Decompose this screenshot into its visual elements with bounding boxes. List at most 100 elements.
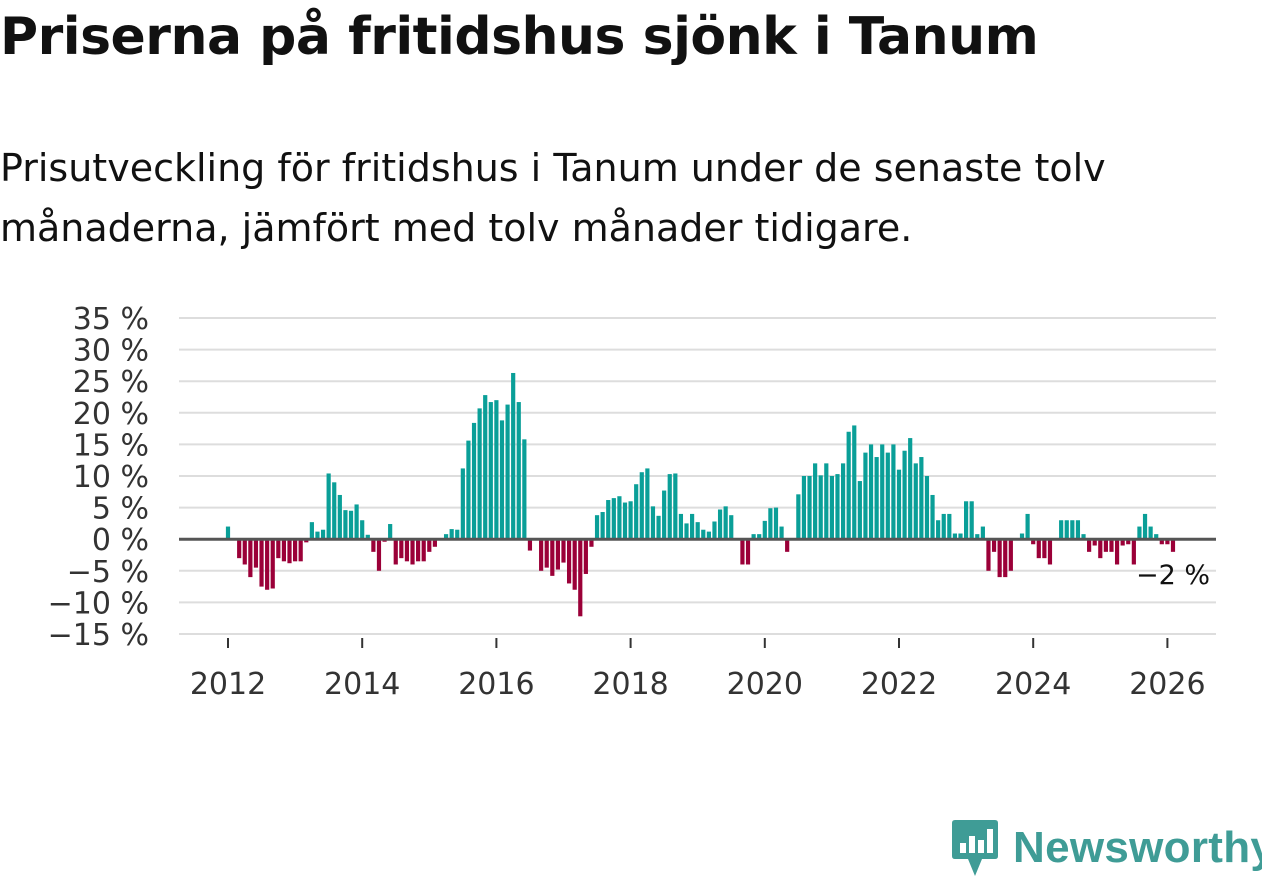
- bar: [421, 539, 426, 562]
- x-tick-label: 2024: [995, 667, 1071, 702]
- newsworthy-logo: Newsworthy: [951, 818, 1262, 878]
- bar: [964, 501, 969, 540]
- bar: [527, 539, 533, 551]
- bar: [701, 529, 706, 540]
- bar: [332, 482, 337, 540]
- y-tick-label: 30 %: [73, 334, 149, 369]
- bar: [846, 431, 851, 540]
- bar: [723, 506, 728, 540]
- bar: [840, 463, 846, 540]
- y-tick-label: 35 %: [73, 302, 149, 337]
- x-tick-label: 2016: [458, 667, 534, 702]
- bar: [1025, 513, 1030, 540]
- bar: [315, 531, 320, 540]
- bar: [1131, 539, 1136, 565]
- bar: [455, 529, 460, 540]
- bar: [276, 539, 281, 559]
- bar: [404, 539, 410, 562]
- bar: [656, 515, 661, 540]
- gridlines: [179, 317, 1216, 635]
- y-tick-label: 0 %: [92, 523, 149, 558]
- bar: [891, 444, 896, 540]
- bar: [572, 539, 577, 590]
- bar: [477, 408, 482, 540]
- bar: [785, 539, 790, 552]
- bar: [650, 506, 656, 540]
- bar: [1114, 539, 1120, 565]
- bar: [293, 539, 298, 562]
- bar: [896, 469, 902, 540]
- bar: [544, 539, 549, 568]
- bar: [550, 539, 555, 576]
- bar: [751, 534, 756, 540]
- bar: [432, 539, 437, 547]
- bar: [975, 534, 980, 540]
- bar: [924, 476, 930, 540]
- y-tick-label: 10 %: [73, 460, 149, 495]
- bar: [617, 496, 622, 540]
- bar: [913, 463, 918, 540]
- bar: [1087, 539, 1092, 552]
- bar: [1036, 539, 1041, 559]
- bar: [1031, 539, 1036, 545]
- bar: [874, 457, 879, 540]
- bar: [1042, 539, 1047, 559]
- bar: [1003, 539, 1008, 578]
- bar: [494, 400, 499, 540]
- x-tick-label: 2018: [592, 667, 668, 702]
- bar: [1148, 526, 1153, 540]
- x-tick-label: 2026: [1129, 667, 1205, 702]
- bar: [639, 472, 644, 540]
- x-tick-label: 2020: [727, 667, 803, 702]
- bar: [852, 425, 857, 540]
- bar: [539, 539, 544, 571]
- newsworthy-logo-icon: [952, 820, 998, 876]
- bar: [578, 539, 583, 617]
- bar: [880, 444, 885, 540]
- bar: [740, 539, 745, 565]
- bar: [947, 513, 952, 540]
- y-tick-label: −15 %: [48, 618, 149, 653]
- bar-series: [225, 372, 1176, 617]
- bar: [997, 539, 1002, 578]
- bar: [1103, 539, 1108, 552]
- bar: [1019, 533, 1025, 540]
- bar: [622, 502, 628, 540]
- bar: [566, 539, 572, 584]
- x-axis: 2012 2014 2016 2018 2020 2022 2024 2026: [190, 638, 1206, 702]
- bar: [488, 402, 493, 540]
- bar: [298, 539, 303, 562]
- bar: [695, 522, 700, 540]
- bar: [1092, 539, 1097, 546]
- bar: [1098, 539, 1103, 559]
- bar: [309, 522, 314, 540]
- bar: [986, 539, 991, 571]
- bar: [678, 513, 684, 540]
- bar: [326, 473, 331, 540]
- bar: [399, 539, 404, 559]
- y-axis: −15 %−10 %−5 %0 %5 %10 %15 %20 %25 %30 %…: [48, 302, 149, 653]
- bar: [902, 450, 907, 540]
- bar: [1165, 539, 1170, 545]
- bar: [690, 513, 695, 540]
- bar: [449, 529, 454, 540]
- bar: [281, 539, 287, 562]
- bar: [287, 539, 292, 564]
- bar: [807, 476, 812, 540]
- bar: [779, 526, 784, 540]
- y-tick-label: 20 %: [73, 397, 149, 432]
- bar: [304, 539, 309, 543]
- bar: [555, 539, 560, 570]
- bar: [522, 439, 527, 540]
- bar: [337, 494, 342, 540]
- bar: [857, 481, 862, 540]
- bar: [248, 539, 253, 578]
- bar: [1109, 539, 1114, 552]
- bar: [460, 468, 465, 540]
- bar: [1075, 520, 1081, 540]
- bar: [443, 534, 449, 540]
- x-tick-label: 2012: [190, 667, 266, 702]
- bar: [919, 457, 924, 540]
- bar: [868, 444, 874, 540]
- bar: [483, 395, 488, 540]
